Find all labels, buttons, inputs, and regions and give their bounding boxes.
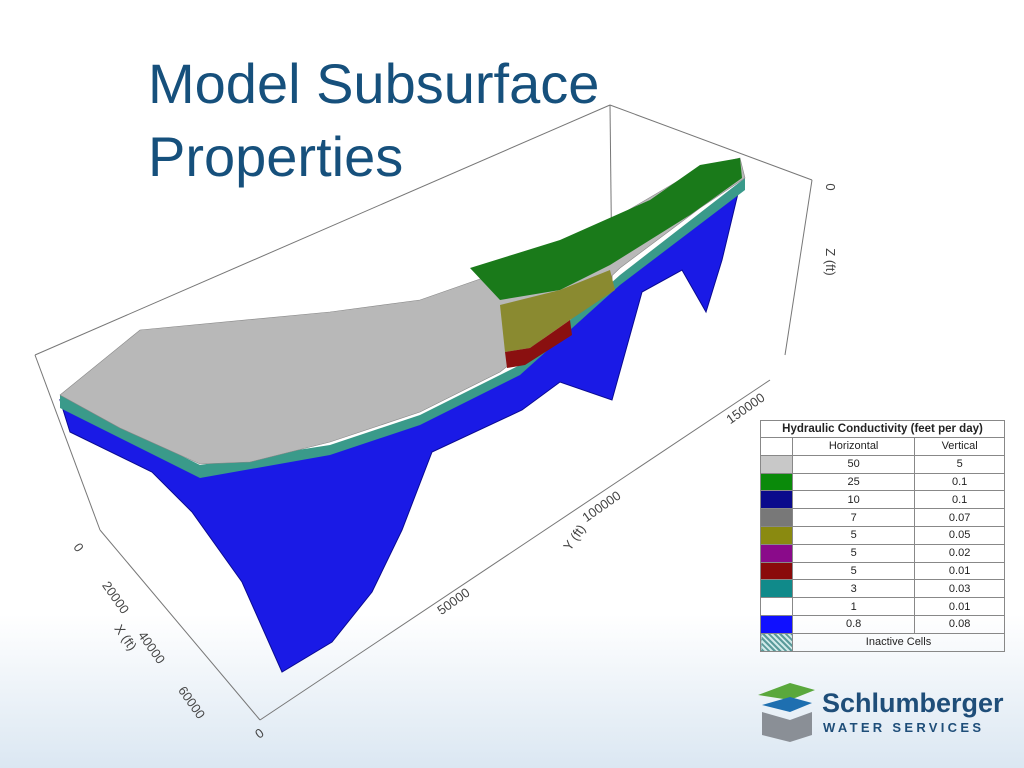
gray-surface: [59, 157, 746, 465]
color-swatch: [760, 614, 793, 634]
olive-zone: [500, 270, 615, 352]
legend-title: Hydraulic Conductivity (feet per day): [760, 420, 1005, 438]
legend-row: 5 0.05: [760, 525, 1005, 545]
vertical-value: 0.1: [914, 472, 1005, 492]
z-tick-label: 0: [823, 183, 838, 190]
color-swatch: [760, 579, 793, 599]
color-swatch: [760, 525, 793, 545]
legend-row: 1 0.01: [760, 597, 1005, 616]
legend-row: 5 0.01: [760, 561, 1005, 581]
legend-row: 0.8 0.08: [760, 614, 1005, 634]
title-line: Model Subsurface: [148, 52, 600, 115]
green-zone: [470, 158, 742, 300]
legend-row: Inactive Cells: [760, 632, 1005, 652]
title-line: Properties: [148, 125, 404, 188]
legend-table: Hydraulic Conductivity (feet per day) Ho…: [760, 420, 1005, 652]
red-zone: [505, 320, 572, 368]
z-axis-label: Z (ft): [823, 248, 838, 275]
legend-row: 3 0.03: [760, 579, 1005, 599]
color-swatch: [760, 597, 793, 616]
logo-subtitle: WATER SERVICES: [823, 720, 985, 735]
inactive-swatch: [760, 632, 793, 652]
horizontal-value: 0.8: [791, 614, 916, 634]
inactive-label: Inactive Cells: [792, 632, 1005, 652]
color-swatch: [760, 472, 793, 492]
color-swatch: [760, 561, 793, 581]
column-header: Horizontal: [791, 437, 916, 456]
legend-row: 5 0.02: [760, 543, 1005, 563]
legend-row: 50 5: [760, 454, 1005, 474]
vertical-value: 0.03: [914, 579, 1005, 599]
bounding-box: [34, 104, 813, 721]
logo-name: Schlumberger: [822, 688, 1004, 718]
